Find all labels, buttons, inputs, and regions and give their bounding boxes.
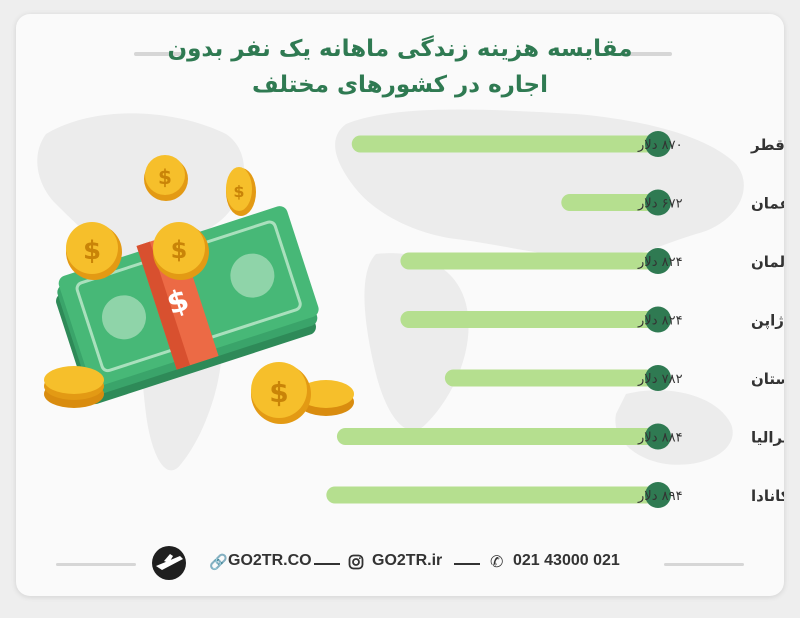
- footer: 🔗 GO2TR.CO GO2TR.ir ✆ 021 43000 021: [16, 544, 784, 584]
- footer-line-left: [56, 563, 136, 566]
- bar: [326, 486, 658, 504]
- bar-end-marker: [645, 248, 671, 274]
- svg-text:$: $: [269, 376, 288, 409]
- chart-title-line-2: اجاره در کشورهای مختلف: [251, 72, 549, 98]
- value-label: ۸۸۴ دلار: [637, 431, 683, 446]
- svg-text:$: $: [83, 236, 101, 266]
- bar-group: ۷۸۲ دلار انگلستان: [444, 365, 784, 391]
- footer-separator-2: [454, 563, 480, 565]
- value-label: ۶۷۲ دلار: [637, 197, 683, 212]
- bar-group: ۶۷۲ دلار عمان: [561, 189, 784, 216]
- category-label: انگلستان: [751, 370, 784, 388]
- svg-text:$: $: [171, 236, 188, 264]
- instagram-text[interactable]: GO2TR.ir: [372, 552, 443, 569]
- money-stack-illustration: $ $ $ $ $: [44, 155, 354, 424]
- instagram-icon: [348, 554, 364, 570]
- footer-separator-1: [314, 563, 340, 565]
- bar: [561, 194, 658, 211]
- bar-end-marker: [645, 423, 671, 450]
- svg-text:$: $: [233, 182, 244, 201]
- infographic-card: مقایسه هزینه زندگی ماهانه یک نفر بدون اج…: [16, 14, 784, 596]
- phone-text[interactable]: 021 43000 021: [513, 552, 620, 569]
- coin-1: $: [66, 222, 122, 280]
- bar: [336, 428, 658, 445]
- value-label: ۸۲۴ دلار: [637, 255, 683, 270]
- bar-group: ۸۷۰ دلار قطر: [351, 131, 784, 157]
- phone-icon: ✆: [490, 552, 504, 571]
- bar-group: ۸۹۴ دلار کانادا: [326, 482, 784, 508]
- bar-group: ۸۸۴ دلار استرالیا: [336, 423, 784, 450]
- category-label: قطر: [750, 136, 784, 154]
- chart-title-line-1: مقایسه هزینه زندگی ماهانه یک نفر بدون: [167, 36, 633, 62]
- bar-end-marker: [645, 189, 671, 216]
- bar-end-marker: [645, 482, 671, 508]
- value-label: ۸۲۴ دلار: [637, 314, 683, 329]
- website-text[interactable]: GO2TR.CO: [228, 552, 312, 569]
- bar-group: ۸۲۴ دلار آلمان: [400, 248, 784, 274]
- category-label: ژاپن: [751, 312, 784, 331]
- bar-group: ۸۲۴ دلار ژاپن: [400, 306, 784, 333]
- airplane-logo-icon: [152, 546, 186, 580]
- svg-text:$: $: [158, 165, 172, 189]
- bar-end-marker: [645, 365, 671, 391]
- bar-end-marker: [645, 306, 671, 333]
- category-label: عمان: [751, 195, 784, 213]
- category-label: استرالیا: [751, 429, 784, 447]
- title-decoration-left: [134, 52, 182, 56]
- bar: [351, 135, 658, 153]
- category-label: کانادا: [751, 487, 784, 505]
- link-icon: 🔗: [209, 553, 228, 571]
- bar: [400, 311, 658, 328]
- bar-end-marker: [645, 131, 671, 157]
- value-label: ۷۸۲ دلار: [637, 372, 683, 387]
- value-label: ۸۹۴ دلار: [637, 489, 683, 504]
- category-label: آلمان: [751, 253, 784, 271]
- bar: [400, 252, 658, 270]
- footer-line-right: [664, 563, 744, 566]
- value-label: ۸۷۰ دلار: [637, 138, 683, 153]
- title-decoration-right: [624, 52, 672, 56]
- bar: [444, 369, 658, 387]
